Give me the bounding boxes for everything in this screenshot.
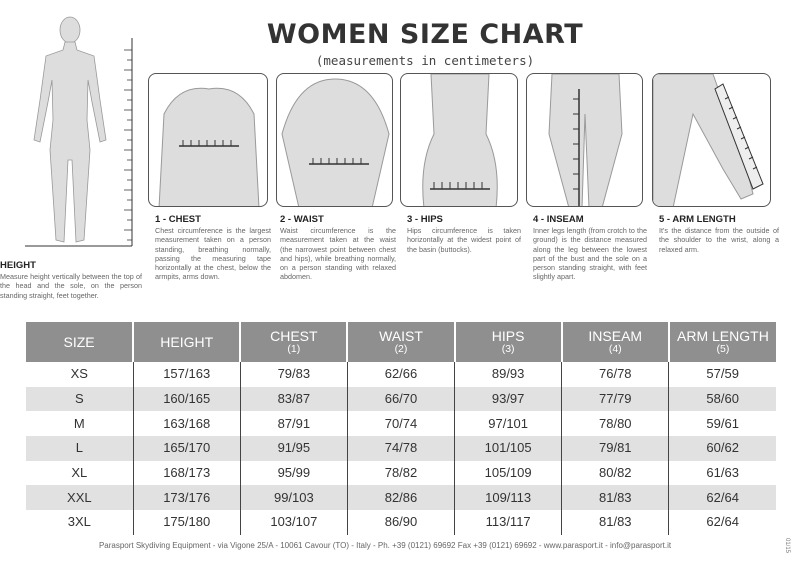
table-cell: 91/95 — [240, 436, 348, 461]
column-header: INSEAM (4) — [561, 322, 670, 362]
table-cell: 61/63 — [706, 465, 739, 481]
arm-length-description: 5 - ARM LENGTH It's the distance from the… — [659, 214, 779, 254]
table-cell: 113/117 — [454, 510, 563, 535]
table-cell: 59/61 — [706, 415, 739, 431]
table-cell: XL — [26, 460, 134, 486]
table-cell: 157/163 — [133, 362, 241, 387]
table-cell: 168/173 — [133, 460, 241, 486]
table-cell: 175/180 — [133, 510, 241, 535]
table-cell: 78/80 — [561, 411, 670, 437]
column-header-label: ARM LENGTH — [677, 328, 769, 344]
waist-illustration — [276, 73, 393, 207]
table-row: XXL 173/176 99/103 82/86 109/113 81/83 62/64 — [26, 485, 776, 511]
table-cell: 165/170 — [133, 436, 241, 461]
table-cell: 62/64 — [706, 514, 739, 530]
height-figure-illustration — [25, 16, 133, 247]
table-cell: 70/74 — [347, 411, 456, 437]
table-cell: 109/113 — [454, 485, 563, 511]
table-cell: 74/78 — [347, 436, 456, 461]
table-cell: 62/64 — [668, 485, 776, 511]
table-cell: 60/62 — [668, 436, 776, 461]
table-cell: 103/107 — [240, 510, 348, 535]
table-cell: 78/82 — [347, 460, 456, 486]
table-cell: M — [26, 411, 134, 437]
table-row: L 165/170 91/95 74/78 101/105 79/81 60/62 — [26, 436, 776, 461]
table-cell: 105/109 — [454, 460, 563, 486]
column-header-label: HEIGHT — [160, 334, 214, 350]
table-cell: 81/83 — [561, 485, 670, 511]
table-cell: 77/79 — [561, 386, 670, 412]
table-cell: 101/105 — [454, 436, 563, 461]
table-cell: 79/83 — [240, 362, 348, 387]
column-header: HEIGHT — [133, 322, 242, 362]
document-code: 01/15 — [784, 538, 790, 554]
column-header-label: WAIST — [379, 328, 423, 344]
hips-illustration — [400, 73, 518, 207]
column-header-label: INSEAM — [588, 328, 643, 344]
table-cell: 89/93 — [454, 362, 563, 387]
table-cell: 79/81 — [561, 436, 670, 461]
table-cell: 97/101 — [454, 411, 563, 437]
table-cell: 81/83 — [561, 510, 670, 535]
chest-illustration — [148, 73, 268, 207]
table-cell: 76/78 — [561, 362, 670, 387]
column-header-label: CHEST — [270, 328, 318, 344]
page-title: WOMEN SIZE CHART — [266, 19, 584, 50]
table-row: XS 157/163 79/83 62/66 89/93 76/78 57/59 — [26, 362, 776, 387]
table-cell: 99/103 — [240, 485, 348, 511]
table-cell: 3XL — [26, 510, 134, 535]
height-description: HEIGHT Measure height vertically between … — [0, 260, 142, 300]
footer-contact: Parasport Skydiving Equipment - via Vigo… — [98, 541, 672, 550]
table-cell: 160/165 — [133, 386, 241, 412]
table-cell: 80/82 — [561, 460, 670, 486]
table-cell: 95/99 — [240, 460, 348, 486]
table-cell: L — [26, 436, 134, 461]
page-subtitle: (measurements in centimeters) — [315, 53, 535, 68]
table-row: XL 168/173 95/99 78/82 105/109 80/82 61/63 — [26, 460, 776, 486]
table-cell: 87/91 — [240, 411, 348, 437]
table-row: M 163/168 87/91 70/74 97/101 78/80 59/61 — [26, 411, 776, 437]
column-header-label: SIZE — [63, 334, 95, 350]
inseam-description: 4 - INSEAM Inner legs length (from crotch… — [533, 214, 647, 282]
table-cell: XS — [26, 362, 134, 387]
column-header-number: (3) — [501, 343, 515, 355]
table-cell: 66/70 — [347, 386, 456, 412]
table-cell: XXL — [26, 485, 134, 511]
inseam-illustration — [526, 73, 643, 207]
table-row: S 160/165 83/87 66/70 93/97 77/79 58/60 — [26, 386, 776, 412]
column-header: CHEST (1) — [240, 322, 349, 362]
table-cell: 93/97 — [454, 386, 563, 412]
column-header: SIZE — [26, 322, 135, 362]
column-header-number: (1) — [287, 343, 301, 355]
column-header-label: HIPS — [491, 328, 525, 344]
chest-description: 1 - CHEST Chest circumference is the larg… — [155, 214, 271, 282]
table-cell: 58/60 — [668, 386, 776, 412]
column-header: ARM LENGTH (5) — [668, 322, 776, 362]
table-cell: 82/86 — [347, 485, 456, 511]
table-cell: 86/90 — [347, 510, 456, 535]
column-header: HIPS (3) — [454, 322, 563, 362]
hips-description: 3 - HIPS Hips circumference is taken hori… — [407, 214, 521, 254]
table-cell: 57/59 — [706, 366, 739, 382]
table-cell: 163/168 — [133, 411, 241, 437]
column-header-number: (4) — [608, 343, 622, 355]
table-row: 3XL 175/180 103/107 86/90 113/117 81/83 62/64 — [26, 510, 776, 535]
column-header: WAIST (2) — [347, 322, 456, 362]
column-header-number: (2) — [394, 343, 408, 355]
table-cell: 83/87 — [240, 386, 348, 412]
table-cell: 173/176 — [133, 485, 241, 511]
size-table: SIZE HEIGHT CHEST (1) WAIST (2) HIPS (3) INSEAM(… — [26, 322, 776, 535]
arm-length-illustration — [652, 73, 771, 207]
table-cell: S — [26, 386, 134, 412]
waist-description: 2 - WAIST Waist circumference is the meas… — [280, 214, 396, 282]
column-header-number: (5) — [716, 343, 730, 355]
table-cell: 62/66 — [347, 362, 456, 387]
